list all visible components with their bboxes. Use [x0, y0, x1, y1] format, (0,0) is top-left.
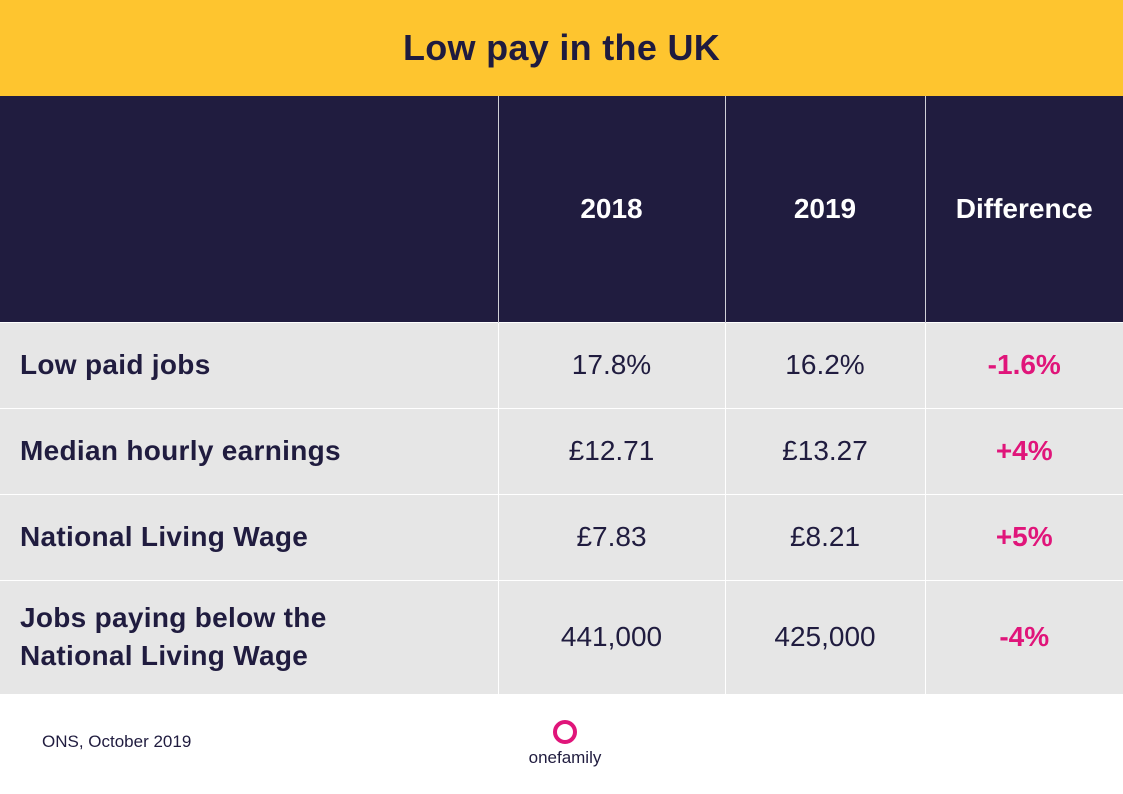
ring-icon: [553, 720, 577, 744]
value-2018: £7.83: [497, 493, 725, 580]
value-difference: +5%: [924, 493, 1123, 580]
table-row: Low paid jobs 17.8% 16.2% -1.6%: [0, 321, 1123, 408]
table-header-row: 2018 2019 Difference: [0, 96, 1123, 322]
value-2019: £8.21: [724, 493, 925, 580]
onefamily-logo: onefamily: [520, 720, 610, 776]
row-label: Median hourly earnings: [0, 407, 498, 494]
page-title: Low pay in the UK: [402, 27, 721, 68]
logo-text: onefamily: [528, 748, 602, 767]
source-note: ONS, October 2019: [42, 732, 192, 751]
header-cell-2018: 2018: [497, 96, 725, 322]
title-bar: Low pay in the UK: [0, 0, 1123, 96]
value-2019: £13.27: [724, 407, 925, 494]
header-cell-blank: [0, 96, 498, 322]
value-2019: 425,000: [724, 579, 925, 694]
value-2019: 16.2%: [724, 321, 925, 408]
low-pay-table: 2018 2019 Difference Low paid jobs 17.8%…: [0, 96, 1123, 694]
row-label: National Living Wage: [0, 493, 498, 580]
row-label-line-2: National Living Wage: [20, 640, 309, 672]
value-difference: +4%: [924, 407, 1123, 494]
table-row: Jobs paying below the National Living Wa…: [0, 579, 1123, 694]
value-2018: 441,000: [497, 579, 725, 694]
table-row: Median hourly earnings £12.71 £13.27 +4%: [0, 407, 1123, 494]
header-cell-difference: Difference: [924, 96, 1123, 322]
value-difference: -1.6%: [924, 321, 1123, 408]
row-label: Low paid jobs: [0, 321, 498, 408]
header-cell-2019: 2019: [724, 96, 925, 322]
table-row: National Living Wage £7.83 £8.21 +5%: [0, 493, 1123, 580]
value-2018: 17.8%: [497, 321, 725, 408]
row-label-line-1: Jobs paying below the: [20, 602, 327, 634]
row-label: Jobs paying below the National Living Wa…: [0, 579, 498, 694]
value-2018: £12.71: [497, 407, 725, 494]
value-difference: -4%: [924, 579, 1123, 694]
